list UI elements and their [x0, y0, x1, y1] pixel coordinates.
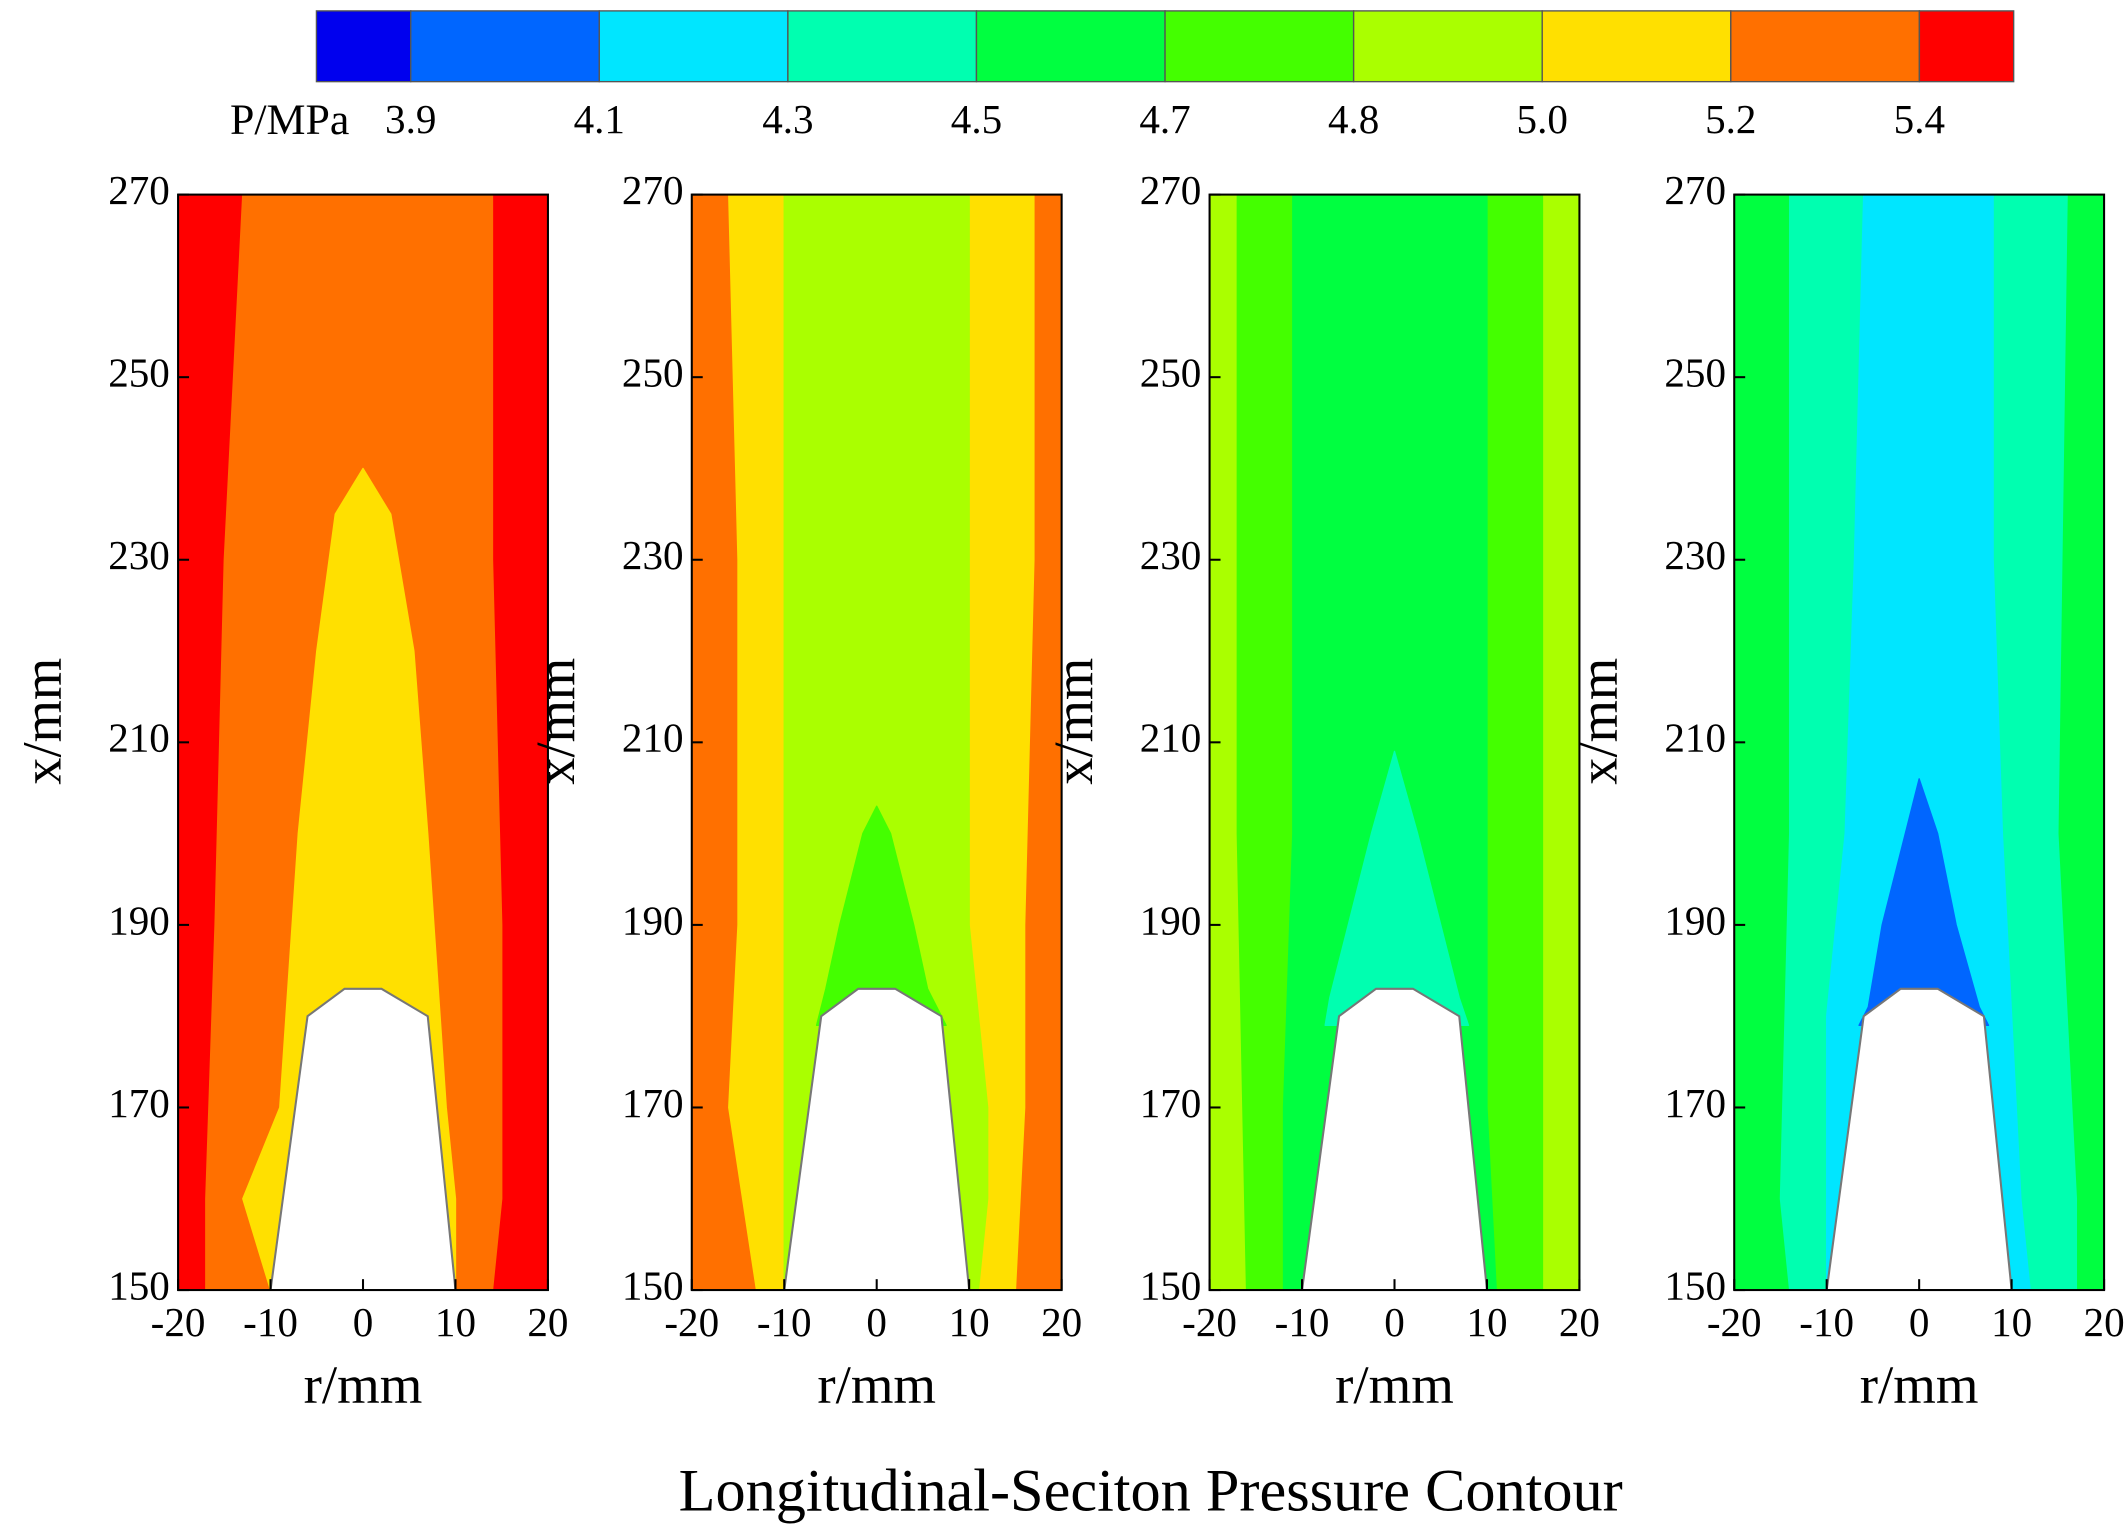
- x-tick-label: 20: [1041, 1299, 1082, 1345]
- y-tick-label: 170: [1140, 1080, 1202, 1126]
- colorbar-tick-label: 4.1: [574, 96, 625, 142]
- contour-plot: [1734, 194, 2105, 1291]
- colorbar-block: [1918, 10, 2015, 83]
- x-tick-label: -10: [1275, 1299, 1330, 1345]
- y-tick-label: 210: [1140, 715, 1202, 761]
- y-tick-label: 230: [1140, 532, 1202, 578]
- colorbar-tick-label: 4.8: [1328, 96, 1379, 142]
- x-tick-label: 10: [435, 1299, 476, 1345]
- colorbar-tick-label: 5.2: [1705, 96, 1756, 142]
- y-tick-label: 150: [108, 1263, 170, 1309]
- y-tick-label: 250: [108, 350, 170, 396]
- nozzle: [783, 987, 971, 1291]
- y-tick-label: 250: [1140, 350, 1202, 396]
- y-tick-label: 270: [1664, 167, 1726, 213]
- y-tick-label: 170: [1664, 1080, 1726, 1126]
- x-tick-label: 0: [1909, 1299, 1930, 1345]
- x-axis-label: r/mm: [1860, 1354, 1979, 1415]
- y-tick-label: 210: [108, 715, 170, 761]
- y-axis-label: x/mm: [525, 658, 586, 785]
- y-axis-label: x/mm: [1567, 658, 1628, 785]
- colorbar-tick-label: 4.5: [951, 96, 1002, 142]
- y-tick-label: 190: [108, 897, 170, 943]
- colorbar-block: [1352, 10, 1543, 83]
- y-tick-label: 150: [622, 1263, 684, 1309]
- x-tick-label: 10: [1991, 1299, 2032, 1345]
- y-tick-label: 150: [1664, 1263, 1726, 1309]
- y-tick-label: 230: [622, 532, 684, 578]
- y-axis-label: x/mm: [11, 658, 72, 785]
- colorbar-block: [1730, 10, 1921, 83]
- contour-plot: [1209, 194, 1580, 1291]
- colorbar-block: [975, 10, 1166, 83]
- y-axis-label: x/mm: [1043, 658, 1104, 785]
- x-tick-label: 10: [1466, 1299, 1507, 1345]
- y-tick-label: 250: [1664, 350, 1726, 396]
- x-tick-label: -20: [151, 1299, 206, 1345]
- y-tick-label: 210: [622, 715, 684, 761]
- contour-plot: [178, 194, 548, 1291]
- x-tick-label: -20: [664, 1299, 719, 1345]
- colorbar-block: [598, 10, 789, 83]
- y-tick-label: 270: [1140, 167, 1202, 213]
- y-tick-label: 210: [1664, 715, 1726, 761]
- y-tick-label: 270: [622, 167, 684, 213]
- x-tick-label: 0: [353, 1299, 374, 1345]
- x-tick-label: 0: [1384, 1299, 1405, 1345]
- x-tick-label: -10: [757, 1299, 812, 1345]
- y-tick-label: 190: [622, 897, 684, 943]
- nozzle: [269, 987, 457, 1291]
- colorbar-tick-label: 3.9: [385, 96, 436, 142]
- colorbar-tick-label: 5.4: [1894, 96, 1945, 142]
- colorbar-block: [1164, 10, 1355, 83]
- y-tick-label: 250: [622, 350, 684, 396]
- x-tick-label: 0: [866, 1299, 887, 1345]
- colorbar-tick-label: 4.3: [762, 96, 813, 142]
- x-tick-label: 10: [949, 1299, 990, 1345]
- y-tick-label: 170: [108, 1080, 170, 1126]
- x-axis-label: r/mm: [1335, 1354, 1454, 1415]
- x-tick-label: -20: [1182, 1299, 1237, 1345]
- y-tick-label: 150: [1140, 1263, 1202, 1309]
- x-tick-label: -10: [243, 1299, 298, 1345]
- y-tick-label: 270: [108, 167, 170, 213]
- x-tick-label: 20: [527, 1299, 568, 1345]
- figure-title: Longitudinal-Seciton Pressure Contour: [679, 1457, 1623, 1524]
- x-tick-label: -20: [1707, 1299, 1762, 1345]
- colorbar-tick-label: 5.0: [1517, 96, 1568, 142]
- x-tick-label: -10: [1799, 1299, 1854, 1345]
- y-tick-label: 190: [1140, 897, 1202, 943]
- colorbar-tick-label: 4.7: [1139, 96, 1190, 142]
- nozzle: [1825, 987, 2013, 1291]
- colorbar-block: [315, 10, 412, 83]
- y-tick-label: 230: [1664, 532, 1726, 578]
- x-axis-label: r/mm: [304, 1354, 423, 1415]
- y-tick-label: 230: [108, 532, 170, 578]
- colorbar-label: P/MPa: [230, 96, 349, 144]
- nozzle: [1301, 987, 1488, 1291]
- colorbar-block: [410, 10, 600, 83]
- contour-plot: [691, 194, 1062, 1291]
- colorbar-block: [787, 10, 978, 83]
- x-tick-label: 20: [2084, 1299, 2125, 1345]
- colorbar-block: [1541, 10, 1732, 83]
- y-tick-label: 190: [1664, 897, 1726, 943]
- y-tick-label: 170: [622, 1080, 684, 1126]
- x-tick-label: 20: [1559, 1299, 1600, 1345]
- x-axis-label: r/mm: [817, 1354, 936, 1415]
